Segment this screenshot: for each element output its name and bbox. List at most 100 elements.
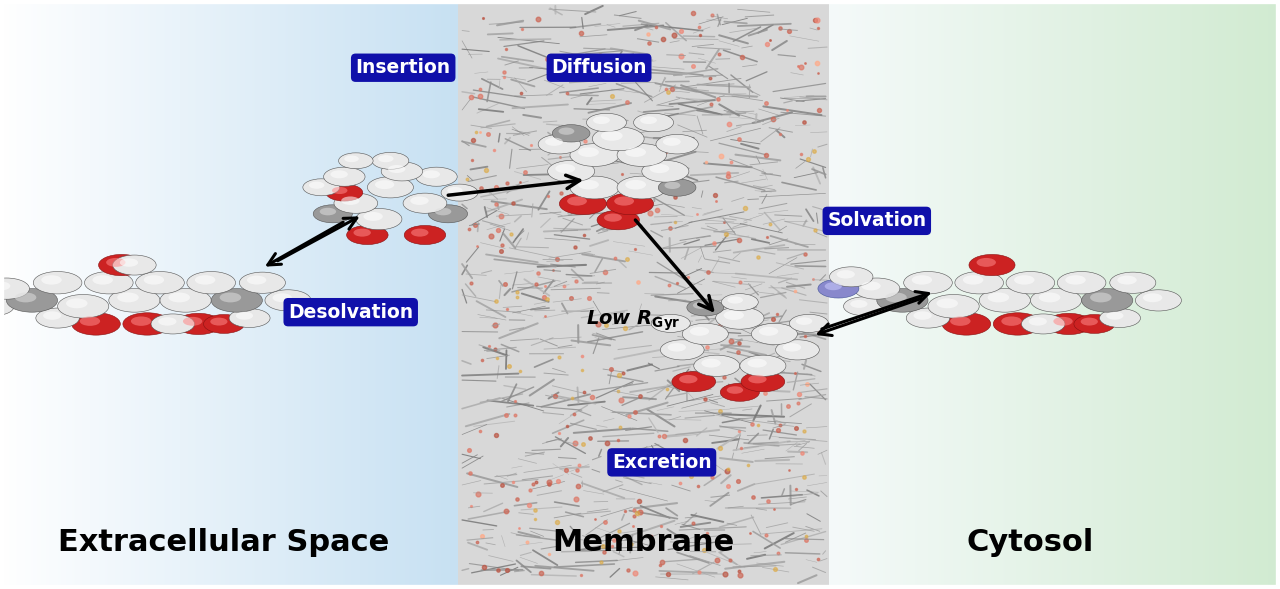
Circle shape	[1110, 272, 1156, 293]
Circle shape	[723, 310, 744, 320]
Circle shape	[416, 167, 457, 186]
Circle shape	[1021, 314, 1065, 334]
Circle shape	[332, 187, 347, 194]
Circle shape	[680, 375, 698, 383]
Circle shape	[6, 289, 58, 312]
Circle shape	[672, 372, 716, 392]
Circle shape	[0, 267, 3, 287]
Circle shape	[356, 209, 402, 230]
Circle shape	[548, 160, 595, 182]
Circle shape	[1074, 315, 1115, 333]
Circle shape	[303, 179, 339, 196]
Circle shape	[44, 312, 61, 320]
Circle shape	[422, 170, 440, 178]
Circle shape	[914, 312, 932, 320]
Circle shape	[604, 214, 622, 221]
Circle shape	[435, 208, 452, 216]
Circle shape	[692, 302, 708, 309]
Circle shape	[687, 299, 723, 316]
Circle shape	[850, 300, 868, 308]
Circle shape	[326, 184, 362, 201]
Circle shape	[1117, 276, 1137, 284]
Circle shape	[641, 160, 689, 182]
Circle shape	[963, 275, 983, 284]
Circle shape	[320, 208, 337, 216]
Circle shape	[375, 180, 394, 189]
Circle shape	[721, 383, 759, 401]
Circle shape	[273, 293, 292, 302]
Circle shape	[0, 297, 14, 316]
Circle shape	[183, 317, 202, 326]
Circle shape	[151, 314, 195, 334]
Circle shape	[579, 180, 599, 190]
Circle shape	[655, 134, 699, 154]
Circle shape	[552, 125, 590, 142]
Circle shape	[545, 138, 563, 146]
Text: Extracellular Space: Extracellular Space	[59, 528, 389, 557]
Circle shape	[372, 153, 408, 169]
Circle shape	[993, 313, 1042, 335]
Circle shape	[625, 180, 646, 190]
Circle shape	[239, 272, 285, 293]
Circle shape	[593, 127, 644, 151]
Circle shape	[751, 323, 797, 345]
Circle shape	[442, 184, 477, 201]
Circle shape	[955, 272, 1004, 294]
Circle shape	[748, 359, 767, 368]
Circle shape	[567, 197, 588, 206]
Circle shape	[937, 299, 957, 308]
Circle shape	[160, 289, 211, 312]
Circle shape	[988, 293, 1009, 302]
Circle shape	[682, 323, 728, 345]
Circle shape	[727, 386, 744, 394]
Circle shape	[1106, 312, 1124, 320]
Circle shape	[579, 147, 599, 157]
Circle shape	[727, 296, 742, 303]
Circle shape	[1029, 317, 1047, 326]
Circle shape	[1006, 272, 1055, 294]
Circle shape	[447, 187, 462, 194]
Text: Excretion: Excretion	[612, 453, 712, 472]
Circle shape	[1065, 275, 1085, 284]
Circle shape	[131, 316, 151, 326]
Circle shape	[0, 278, 29, 299]
Circle shape	[403, 193, 447, 213]
Circle shape	[617, 144, 667, 167]
Text: Desolvation: Desolvation	[288, 303, 413, 322]
Bar	[458, 0, 829, 589]
Circle shape	[625, 147, 646, 157]
Circle shape	[15, 293, 36, 302]
Circle shape	[668, 343, 686, 352]
Circle shape	[776, 340, 819, 360]
Circle shape	[347, 226, 388, 244]
Circle shape	[607, 193, 654, 214]
Circle shape	[950, 316, 970, 326]
Circle shape	[979, 289, 1030, 312]
Circle shape	[364, 212, 383, 221]
Circle shape	[92, 275, 113, 284]
Text: Insertion: Insertion	[356, 58, 451, 77]
Circle shape	[367, 177, 413, 198]
Circle shape	[586, 113, 626, 132]
Circle shape	[861, 282, 881, 290]
Circle shape	[72, 313, 120, 335]
Circle shape	[381, 162, 422, 181]
Circle shape	[663, 138, 681, 146]
Circle shape	[906, 308, 950, 328]
Circle shape	[904, 272, 952, 294]
Circle shape	[570, 176, 620, 199]
Circle shape	[614, 197, 634, 206]
Circle shape	[330, 170, 348, 178]
Circle shape	[790, 315, 828, 332]
Circle shape	[877, 289, 928, 312]
Circle shape	[783, 343, 801, 352]
Circle shape	[324, 167, 365, 186]
Circle shape	[1143, 293, 1162, 302]
Circle shape	[1057, 272, 1106, 294]
Circle shape	[559, 193, 607, 214]
Circle shape	[334, 193, 378, 213]
Circle shape	[1082, 289, 1133, 312]
Circle shape	[634, 113, 673, 132]
Circle shape	[99, 254, 145, 276]
Circle shape	[694, 355, 740, 376]
